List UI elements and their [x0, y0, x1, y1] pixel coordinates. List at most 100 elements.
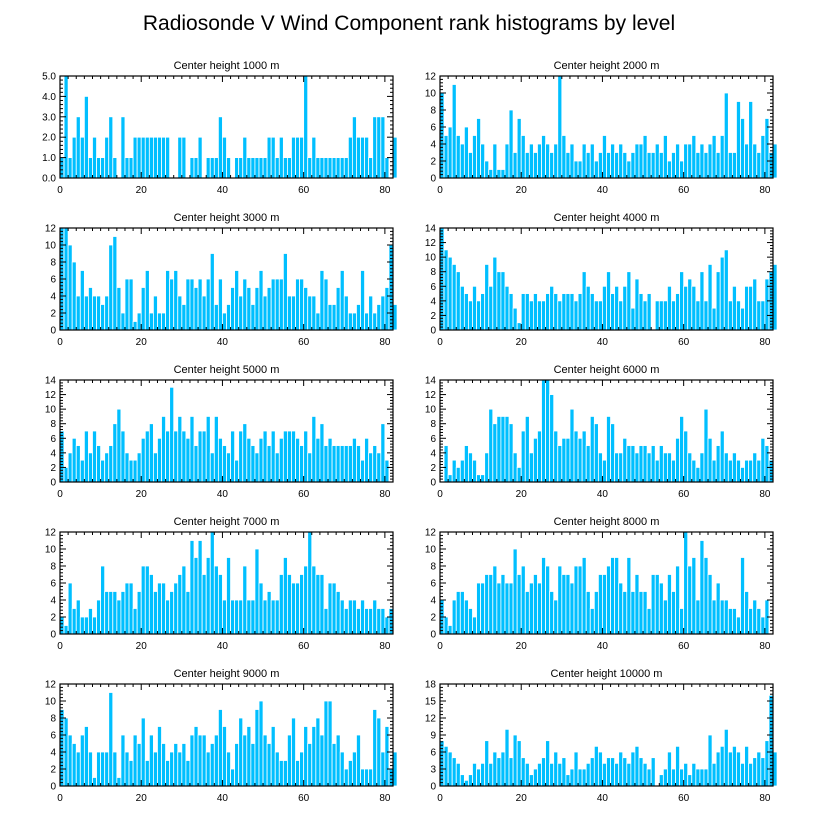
histogram-bar — [447, 751, 453, 787]
histogram-bar — [520, 430, 526, 483]
histogram-bar — [238, 599, 244, 635]
histogram-bar — [520, 565, 526, 635]
histogram-bar — [282, 557, 288, 635]
histogram-bar — [731, 745, 737, 787]
histogram-bar — [347, 445, 353, 483]
histogram-bar — [630, 307, 636, 331]
histogram-bar — [508, 423, 514, 483]
histogram-bar — [59, 616, 65, 635]
histogram-bar — [153, 591, 158, 635]
histogram-bar — [335, 445, 341, 483]
histogram-bar — [719, 135, 725, 179]
histogram-bar — [197, 278, 203, 331]
histogram-bar — [577, 293, 583, 331]
histogram-bar — [484, 740, 490, 787]
histogram-bar — [128, 459, 134, 483]
histogram-bar — [262, 599, 268, 635]
histogram-bar — [356, 734, 361, 787]
histogram-bar — [100, 459, 106, 483]
histogram-bar — [707, 734, 713, 787]
histogram-bar — [351, 116, 357, 179]
histogram-bar — [500, 271, 506, 331]
histogram-bar — [443, 616, 449, 635]
histogram-bar — [299, 751, 305, 787]
y-tick-label: 5.0 — [42, 72, 56, 83]
y-tick-label: 0 — [430, 630, 436, 641]
histogram-bar — [226, 304, 231, 331]
histogram-bar — [740, 762, 745, 787]
histogram-bar — [238, 157, 244, 179]
histogram-bar — [193, 287, 199, 331]
x-tick-label: 60 — [678, 185, 690, 196]
histogram-bar — [83, 430, 89, 483]
histogram-bar — [711, 307, 717, 331]
y-tick-label: 4 — [430, 140, 436, 151]
histogram-bar — [124, 157, 130, 179]
histogram-bar — [443, 135, 449, 179]
histogram-bar — [731, 285, 737, 331]
histogram-bar — [699, 271, 705, 331]
histogram-bar — [319, 574, 325, 635]
histogram-bar — [671, 152, 676, 179]
histogram-bar — [541, 300, 546, 331]
histogram-bar — [291, 136, 296, 179]
y-tick-label: 4 — [50, 448, 56, 459]
histogram-bar — [630, 751, 636, 787]
histogram-bar — [622, 591, 628, 635]
histogram-bar — [528, 452, 534, 483]
histogram-bar — [496, 416, 502, 483]
histogram-bar — [201, 430, 207, 483]
histogram-bar — [658, 152, 664, 179]
histogram-bar — [634, 574, 640, 635]
histogram-bar — [246, 437, 252, 483]
histogram-bar — [83, 96, 89, 179]
histogram-bar — [618, 751, 624, 787]
histogram-bar — [752, 757, 758, 787]
histogram-bar — [295, 136, 300, 179]
histogram-bar — [565, 574, 571, 635]
histogram-bar — [169, 278, 175, 331]
histogram-bar — [351, 437, 357, 483]
histogram-bar — [756, 459, 762, 483]
histogram-bar — [488, 169, 494, 179]
histogram-bar — [299, 445, 305, 483]
histogram-bar — [372, 599, 378, 635]
histogram-bar — [250, 304, 256, 331]
histogram-bar — [287, 157, 292, 179]
histogram-bar — [339, 270, 345, 331]
histogram-bar — [193, 726, 199, 787]
histogram-bar — [173, 743, 179, 787]
histogram-bar — [136, 312, 142, 331]
histogram-bar — [699, 540, 705, 635]
histogram-bar — [675, 745, 680, 787]
histogram-bar — [148, 136, 154, 179]
y-tick-label: 2 — [430, 311, 436, 322]
y-tick-label: 8 — [50, 714, 56, 725]
histogram-bar — [258, 700, 264, 787]
y-tick-label: 6 — [50, 579, 56, 590]
histogram-bar — [282, 157, 288, 179]
histogram-bar — [597, 751, 603, 787]
histogram-bar — [451, 459, 457, 483]
histogram-bar — [736, 300, 741, 331]
histogram-bar — [723, 249, 729, 331]
y-tick-label: 6 — [430, 579, 436, 590]
x-tick-label: 60 — [298, 489, 310, 500]
histogram-bar — [388, 244, 394, 331]
histogram-bar — [234, 599, 240, 635]
x-tick-label: 60 — [678, 793, 690, 804]
y-tick-label: 10 — [45, 241, 57, 252]
histogram-bar — [581, 143, 587, 179]
histogram-bar — [75, 116, 81, 179]
histogram-bar — [638, 445, 644, 483]
histogram-bar — [504, 582, 510, 635]
x-tick-label: 40 — [597, 641, 609, 652]
histogram-bar — [213, 157, 219, 179]
histogram-bar — [274, 157, 280, 179]
histogram-bar — [695, 768, 701, 787]
histogram-bar — [185, 437, 191, 483]
histogram-bar — [323, 278, 329, 331]
histogram-bar — [650, 574, 656, 635]
histogram-bar — [295, 278, 300, 331]
histogram-bar — [319, 423, 325, 483]
